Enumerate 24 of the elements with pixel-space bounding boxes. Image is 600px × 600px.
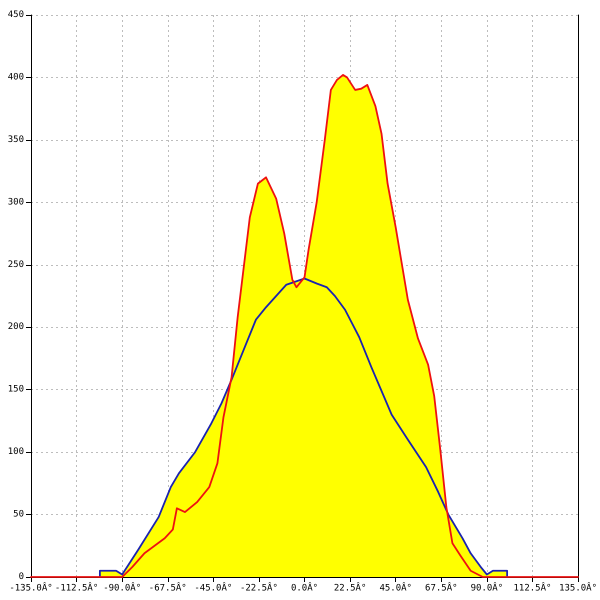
line-series [98,278,508,578]
x-tick-label: -67.5Â° [148,582,187,594]
y-tick-label: 100 [8,447,24,458]
x-tick-label: -112.5Â° [54,582,98,594]
x-tick-label: 112.5Â° [513,582,552,594]
x-tick-label: -45.0Â° [194,582,232,594]
y-tick-label: 300 [8,197,24,208]
y-tick-label: 250 [8,260,24,270]
x-tick-label: -135.0Â° [9,582,53,594]
x-tick-label: 67.5Â° [425,582,458,594]
x-tick-label: 45.0Â° [379,582,412,594]
y-tick-label: 350 [8,134,24,145]
x-tick-label: 90.0Â° [470,582,504,594]
x-tick-label: 22.5Â° [334,582,366,594]
y-tick-label: 200 [8,322,24,332]
y-tick-label: 150 [8,384,24,395]
x-tick-label: 135.0Â° [559,582,598,594]
x-tick-label: -22.5Â° [240,582,278,594]
y-tick-label: 0 [18,572,24,582]
y-tick-label: 50 [13,510,24,520]
y-tick-label: 400 [8,72,24,82]
x-tick-label: 0.0Â° [290,582,318,594]
y-tick-label: 450 [8,10,24,20]
x-tick-label: -90.0Â° [103,582,142,594]
